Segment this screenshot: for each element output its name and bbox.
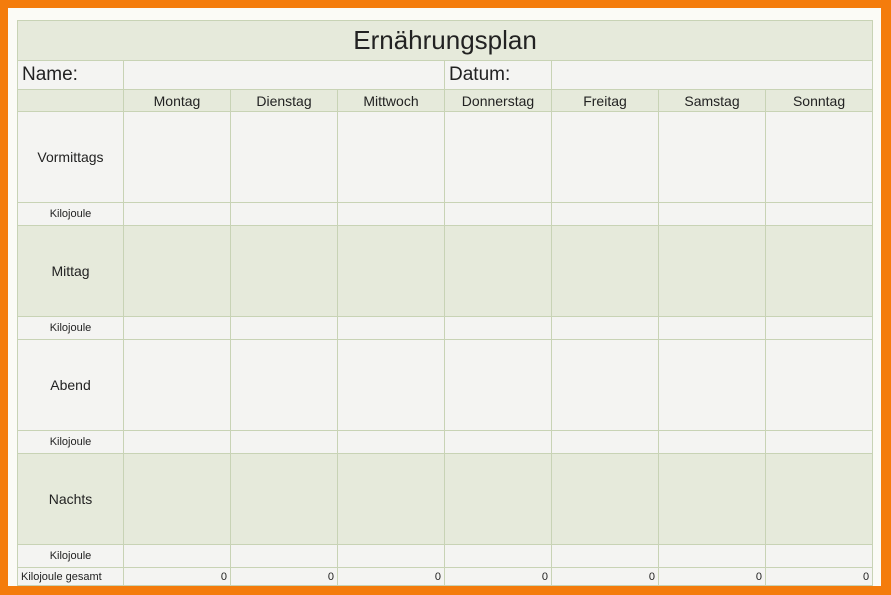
name-input[interactable]: [123, 60, 445, 90]
kilojoule-label: Kilojoule: [17, 430, 124, 454]
header-corner: [17, 89, 124, 112]
kilojoule-cell[interactable]: [551, 430, 659, 454]
meal-cell[interactable]: [444, 453, 552, 545]
name-label: Name:: [17, 60, 124, 90]
kilojoule-cell[interactable]: [230, 430, 338, 454]
kilojoule-cell[interactable]: [658, 430, 766, 454]
meal-cell[interactable]: [337, 225, 445, 317]
total-cell: 0: [658, 567, 766, 586]
plan-title: Ernährungsplan: [16, 20, 874, 61]
kilojoule-cell[interactable]: [444, 430, 552, 454]
meal-label: Mittag: [17, 225, 124, 317]
meal-cell[interactable]: [658, 111, 766, 203]
meal-cell[interactable]: [230, 225, 338, 317]
kilojoule-cell[interactable]: [658, 544, 766, 568]
total-cell: 0: [123, 567, 231, 586]
total-cell: 0: [230, 567, 338, 586]
day-header: Donnerstag: [444, 89, 552, 112]
kilojoule-cell[interactable]: [337, 544, 445, 568]
meal-cell[interactable]: [123, 453, 231, 545]
meal-cell[interactable]: [764, 225, 874, 317]
meal-plan-table: Ernährungsplan Name: Datum: Montag Dienst…: [16, 20, 874, 586]
date-label: Datum:: [444, 60, 552, 90]
meal-cell[interactable]: [337, 339, 445, 431]
kilojoule-cell[interactable]: [551, 544, 659, 568]
meal-cell[interactable]: [230, 339, 338, 431]
kilojoule-cell[interactable]: [230, 316, 338, 340]
meal-cell[interactable]: [658, 225, 766, 317]
meal-cell[interactable]: [123, 111, 231, 203]
total-cell: 0: [764, 567, 874, 586]
total-cell: 0: [337, 567, 445, 586]
day-header: Freitag: [551, 89, 659, 112]
day-header: Sonntag: [764, 89, 874, 112]
kilojoule-cell[interactable]: [230, 202, 338, 226]
date-input[interactable]: [550, 60, 874, 90]
kilojoule-cell[interactable]: [658, 202, 766, 226]
meal-label: Nachts: [17, 453, 124, 545]
kilojoule-cell[interactable]: [337, 202, 445, 226]
kilojoule-label: Kilojoule: [17, 202, 124, 226]
kilojoule-cell[interactable]: [123, 430, 231, 454]
meal-cell[interactable]: [337, 111, 445, 203]
kilojoule-cell[interactable]: [230, 544, 338, 568]
meal-cell[interactable]: [658, 453, 766, 545]
total-cell: 0: [444, 567, 552, 586]
meal-cell[interactable]: [123, 339, 231, 431]
kilojoule-cell[interactable]: [551, 202, 659, 226]
kilojoule-cell[interactable]: [658, 316, 766, 340]
kilojoule-label: Kilojoule: [17, 544, 124, 568]
kilojoule-cell[interactable]: [551, 316, 659, 340]
kilojoule-cell[interactable]: [337, 430, 445, 454]
kilojoule-cell[interactable]: [337, 316, 445, 340]
total-cell: 0: [551, 567, 659, 586]
meal-label: Vormittags: [17, 111, 124, 203]
meal-cell[interactable]: [444, 111, 552, 203]
day-header: Montag: [123, 89, 231, 112]
meal-cell[interactable]: [551, 225, 659, 317]
meal-cell[interactable]: [551, 339, 659, 431]
meal-cell[interactable]: [230, 453, 338, 545]
meal-label: Abend: [17, 339, 124, 431]
day-header: Mittwoch: [337, 89, 445, 112]
meal-cell[interactable]: [444, 225, 552, 317]
kilojoule-cell[interactable]: [764, 316, 874, 340]
meal-cell[interactable]: [123, 225, 231, 317]
meal-cell[interactable]: [764, 111, 874, 203]
meal-cell[interactable]: [551, 453, 659, 545]
meal-cell[interactable]: [230, 111, 338, 203]
meal-cell[interactable]: [764, 339, 874, 431]
kilojoule-cell[interactable]: [123, 202, 231, 226]
meal-cell[interactable]: [764, 453, 874, 545]
day-header: Dienstag: [230, 89, 338, 112]
kilojoule-label: Kilojoule: [17, 316, 124, 340]
meal-cell[interactable]: [658, 339, 766, 431]
kilojoule-cell[interactable]: [444, 544, 552, 568]
day-header: Samstag: [658, 89, 766, 112]
total-label: Kilojoule gesamt: [17, 567, 124, 586]
kilojoule-cell[interactable]: [123, 544, 231, 568]
kilojoule-cell[interactable]: [123, 316, 231, 340]
kilojoule-cell[interactable]: [764, 430, 874, 454]
kilojoule-cell[interactable]: [444, 316, 552, 340]
kilojoule-cell[interactable]: [444, 202, 552, 226]
meal-cell[interactable]: [337, 453, 445, 545]
kilojoule-cell[interactable]: [764, 544, 874, 568]
meal-cell[interactable]: [551, 111, 659, 203]
kilojoule-cell[interactable]: [764, 202, 874, 226]
meal-cell[interactable]: [444, 339, 552, 431]
